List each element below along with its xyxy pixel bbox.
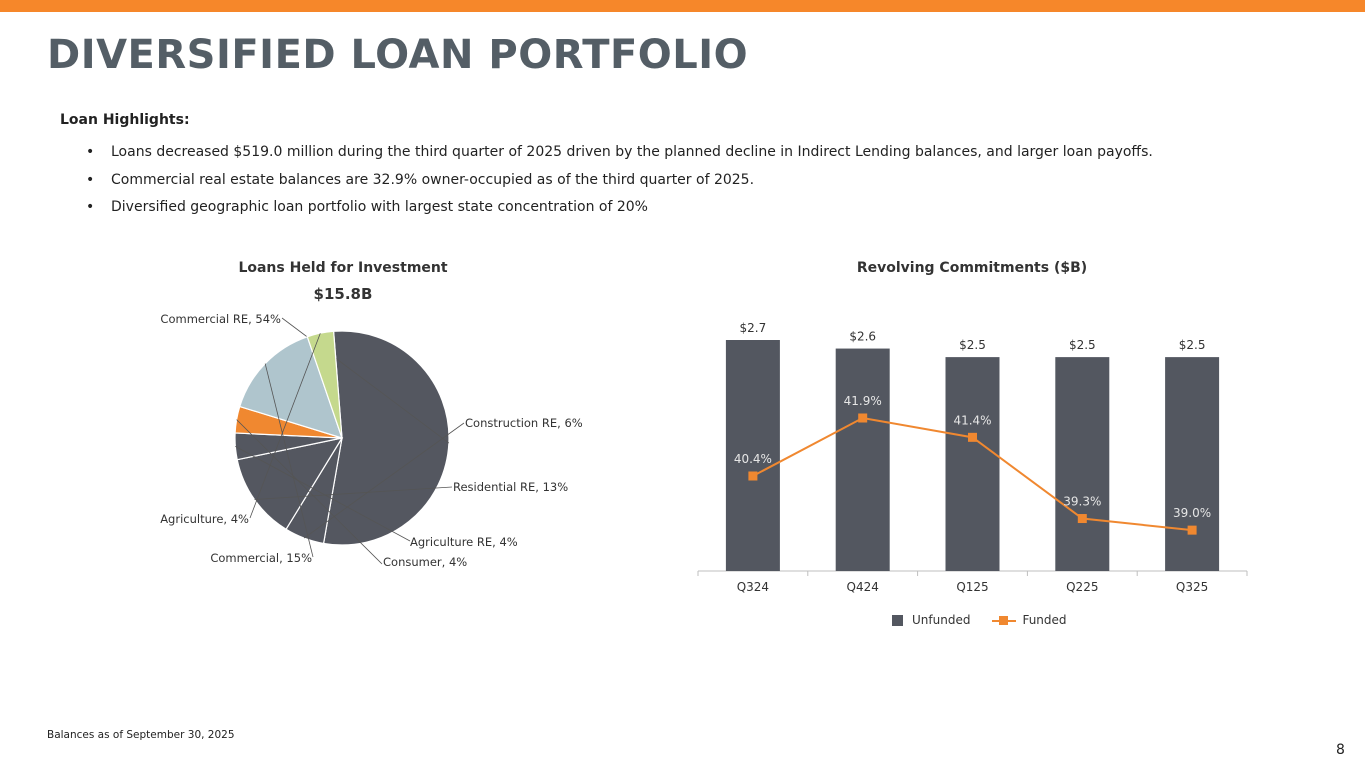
funded-marker-q325 <box>1187 525 1197 535</box>
x-tick-label: Q324 <box>737 580 769 594</box>
bar-unfunded-q324 <box>725 340 780 571</box>
highlights-list: • Loans decreased $519.0 million during t… <box>86 139 1153 222</box>
x-tick-label: Q325 <box>1176 580 1208 594</box>
bar-unfunded-q424 <box>835 348 890 571</box>
pie-label: Agriculture RE, 4% <box>410 535 518 549</box>
bar-value-label: $2.5 <box>959 338 986 352</box>
highlight-item: • Diversified geographic loan portfolio w… <box>86 194 1153 222</box>
bar-value-label: $2.5 <box>1179 338 1206 352</box>
legend-label-unfunded: Unfunded <box>912 613 971 627</box>
funded-marker-q125 <box>968 432 977 442</box>
pie-chart-total: $15.8B <box>313 285 373 303</box>
funded-value-label: 39.0% <box>1173 506 1211 520</box>
bar-unfunded-q325 <box>1165 357 1220 571</box>
highlight-text: Commercial real estate balances are 32.9… <box>111 171 755 188</box>
pie-label: Agriculture, 4% <box>160 512 249 526</box>
pie-label: Commercial, 15% <box>210 551 312 565</box>
highlight-text: Diversified geographic loan portfolio wi… <box>111 199 648 215</box>
highlight-item: • Commercial real estate balances are 32.… <box>86 167 1153 195</box>
x-tick-label: Q424 <box>847 580 879 594</box>
pie-label: Construction RE, 6% <box>465 416 583 430</box>
bar-chart-legend: Unfunded Funded <box>892 613 1067 627</box>
x-tick-label: Q125 <box>956 580 988 594</box>
bar-value-label: $2.7 <box>740 321 767 335</box>
highlights-heading: Loan Highlights: <box>60 112 190 128</box>
funded-marker-q324 <box>748 471 758 481</box>
funded-value-label: 40.4% <box>734 452 772 466</box>
bullet-marker: • <box>86 199 95 215</box>
pie-leader-line <box>235 446 411 542</box>
accent-top-bar <box>0 0 1365 12</box>
pie-label: Residential RE, 13% <box>453 480 568 494</box>
pie-leader-line <box>254 486 453 500</box>
pie-label: Commercial RE, 54% <box>160 312 281 326</box>
highlight-item: • Loans decreased $519.0 million during t… <box>86 139 1153 167</box>
funded-marker-q225 <box>1077 514 1087 524</box>
legend-label-funded: Funded <box>1022 613 1067 627</box>
bullet-marker: • <box>86 144 95 160</box>
pie-chart-title: Loans Held for Investment <box>238 260 448 276</box>
bar-unfunded-q125 <box>945 357 1000 571</box>
x-tick-label: Q225 <box>1066 580 1098 594</box>
pie-leader-line <box>236 419 383 565</box>
pie-leader-line <box>264 363 314 558</box>
funded-value-label: 41.4% <box>953 413 991 427</box>
bar-chart-title: Revolving Commitments ($B) <box>856 260 1088 276</box>
bar-unfunded-q225 <box>1055 357 1110 571</box>
funded-value-label: 39.3% <box>1063 495 1101 509</box>
page-title: DIVERSIFIED LOAN PORTFOLIO <box>47 32 749 78</box>
footnote: Balances as of September 30, 2025 <box>47 729 235 741</box>
pie-leader-line <box>249 333 321 519</box>
funded-marker-q424 <box>858 413 868 423</box>
funded-value-label: 41.9% <box>844 394 882 408</box>
pie-leader-line <box>303 422 465 539</box>
bullet-marker: • <box>86 171 95 188</box>
page-number: 8 <box>1336 742 1345 758</box>
legend-swatch-unfunded <box>892 614 903 626</box>
highlight-text: Loans decreased $519.0 million during th… <box>111 144 1153 160</box>
legend-swatch-funded <box>992 615 1017 626</box>
pie-label: Consumer, 4% <box>383 555 467 569</box>
bar-value-label: $2.5 <box>1069 338 1096 352</box>
bar-value-label: $2.6 <box>849 330 876 344</box>
